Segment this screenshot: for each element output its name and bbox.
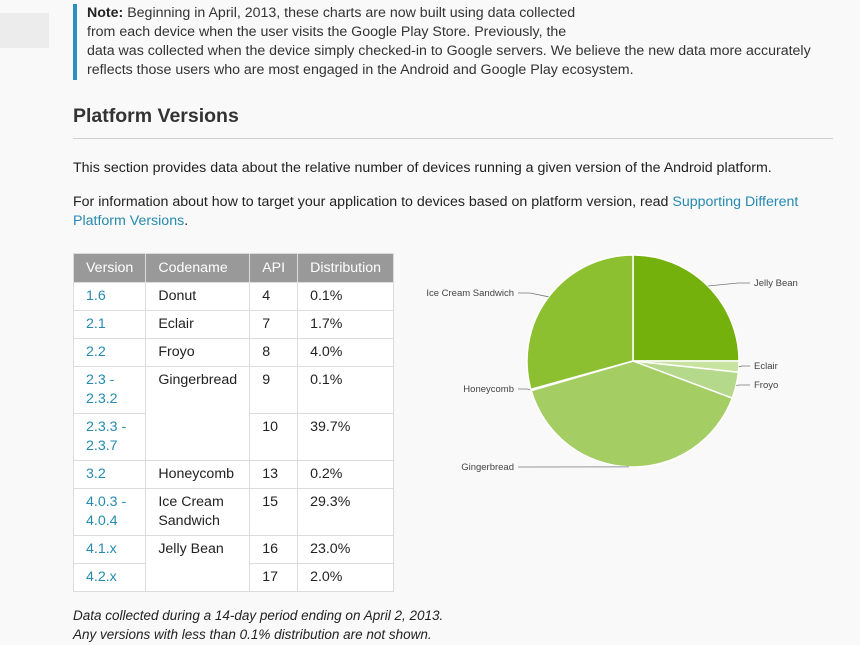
- api-cell: 13: [249, 460, 299, 489]
- pie-label: Eclair: [754, 361, 778, 372]
- pie-leader-line: [738, 365, 750, 368]
- pie-slice-jelly-bean: [632, 254, 740, 362]
- note-line-1: Beginning in April, 2013, these charts a…: [123, 5, 576, 21]
- distribution-cell: 23.0%: [297, 535, 395, 564]
- distribution-cell: 29.3%: [297, 488, 395, 536]
- info-paragraph: For information about how to target your…: [73, 193, 833, 231]
- info-prefix: For information about how to target your…: [73, 194, 673, 210]
- version-cell[interactable]: 4.1.x: [72, 535, 147, 564]
- table-row: 2.3 -2.3.2 Gingerbread 9 0.1%: [72, 366, 395, 461]
- table-row: 3.2 Honeycomb 13 0.2%: [72, 460, 395, 489]
- distribution-cell: 0.2%: [297, 460, 395, 489]
- version-cell[interactable]: 4.2.x: [72, 563, 147, 592]
- distribution-table: Version Codename API Distribution 1.6 Do…: [72, 253, 395, 592]
- api-cell: 15: [249, 488, 299, 536]
- table-row: 4.2.x 17 2.0%: [72, 563, 395, 592]
- footnote: Data collected during a 14-day period en…: [73, 606, 443, 644]
- codename-cell: Eclair: [145, 310, 251, 339]
- note-label: Note:: [87, 5, 124, 21]
- api-cell: 7: [249, 310, 299, 339]
- note-callout: Note: Beginning in April, 2013, these ch…: [73, 4, 857, 80]
- table-row: 1.6 Donut 4 0.1%: [72, 282, 395, 311]
- pie-label: Honeycomb: [463, 384, 514, 395]
- section-title: Platform Versions: [73, 105, 239, 127]
- api-cell: 17: [249, 563, 299, 592]
- col-header-version: Version: [72, 253, 147, 283]
- version-cell[interactable]: 2.1: [72, 310, 147, 339]
- version-link[interactable]: 4.0.3 -4.0.4: [86, 494, 127, 529]
- pie-label: Gingerbread: [461, 462, 514, 473]
- version-cell[interactable]: 1.6: [72, 282, 147, 311]
- info-suffix: .: [184, 213, 189, 229]
- distribution-cell: 4.0%: [297, 338, 395, 367]
- version-cell[interactable]: 2.3 -2.3.2: [72, 366, 147, 414]
- version-cell[interactable]: 2.2: [72, 338, 147, 367]
- pie-label: Jelly Bean: [754, 278, 798, 289]
- version-cell[interactable]: 4.0.3 -4.0.4: [72, 488, 147, 536]
- version-link[interactable]: 2.3.3 -2.3.7: [86, 419, 127, 454]
- col-header-api: API: [249, 253, 299, 283]
- codename-cell: Froyo: [145, 338, 251, 367]
- version-cell[interactable]: 3.2: [72, 460, 147, 489]
- table-row: 4.0.3 -4.0.4 Ice Cream Sandwich 15 29.3%: [72, 488, 395, 536]
- pie-slice-gingerbread: [530, 360, 734, 468]
- codename-cell: Jelly Bean: [145, 535, 251, 592]
- table-row: 4.1.x Jelly Bean 16 23.0%: [72, 535, 395, 592]
- api-cell: 8: [249, 338, 299, 367]
- footnote-line-1: Data collected during a 14-day period en…: [73, 608, 444, 623]
- version-link[interactable]: 4.1.x: [86, 541, 117, 557]
- codename-cell: Ice Cream Sandwich: [145, 488, 251, 536]
- distribution-cell: 2.0%: [297, 563, 395, 592]
- version-link[interactable]: 1.6: [86, 288, 106, 304]
- table-row: 2.3.3 -2.3.7 10 39.7%: [72, 413, 395, 461]
- note-line-2: from each device when the user visits th…: [87, 24, 567, 40]
- pie-leader-line: [518, 388, 532, 391]
- distribution-cell: 39.7%: [297, 413, 395, 461]
- distribution-cell: 1.7%: [297, 310, 395, 339]
- api-cell: 10: [249, 413, 299, 461]
- section-divider: [73, 138, 833, 139]
- api-cell: 16: [249, 535, 299, 564]
- platform-pie-chart: Jelly Bean Eclair Froyo Gingerbread Honeycom…: [426, 254, 798, 473]
- note-line-3: data was collected when the device simpl…: [87, 43, 811, 59]
- codename-cell: Donut: [145, 282, 251, 311]
- footnote-line-2: Any versions with less than 0.1% distrib…: [73, 627, 432, 642]
- version-link[interactable]: 2.3 -2.3.2: [86, 372, 118, 407]
- api-cell: 4: [249, 282, 299, 311]
- api-cell: 9: [249, 366, 299, 414]
- table-header-row: Version Codename API Distribution: [72, 253, 395, 283]
- col-header-distribution: Distribution: [297, 253, 395, 283]
- version-link[interactable]: 2.2: [86, 344, 106, 360]
- codename-cell: Gingerbread: [145, 366, 251, 461]
- pie-slice-ice-cream-sandwich: [526, 254, 634, 391]
- distribution-cell: 0.1%: [297, 366, 395, 414]
- pie-leader-line: [707, 282, 750, 287]
- codename-cell: Honeycomb: [145, 460, 251, 489]
- supporting-versions-link[interactable]: Supporting Different Platform Versions: [73, 194, 799, 229]
- version-link[interactable]: 4.2.x: [86, 569, 117, 585]
- intro-paragraph: This section provides data about the rel…: [73, 160, 772, 176]
- pie-leader-line: [518, 292, 549, 298]
- pie-label: Froyo: [754, 380, 778, 391]
- table-row: 2.1 Eclair 7 1.7%: [72, 310, 395, 339]
- note-line-4: reflects those users who are most engage…: [87, 62, 634, 78]
- table-row: 2.2 Froyo 8 4.0%: [72, 338, 395, 367]
- version-link[interactable]: 2.1: [86, 316, 106, 332]
- pie-label: Ice Cream Sandwich: [426, 288, 514, 299]
- version-link[interactable]: 3.2: [86, 466, 106, 482]
- col-header-codename: Codename: [145, 253, 251, 283]
- distribution-cell: 0.1%: [297, 282, 395, 311]
- version-cell[interactable]: 2.3.3 -2.3.7: [72, 413, 147, 461]
- sidebar-tab[interactable]: [0, 13, 49, 48]
